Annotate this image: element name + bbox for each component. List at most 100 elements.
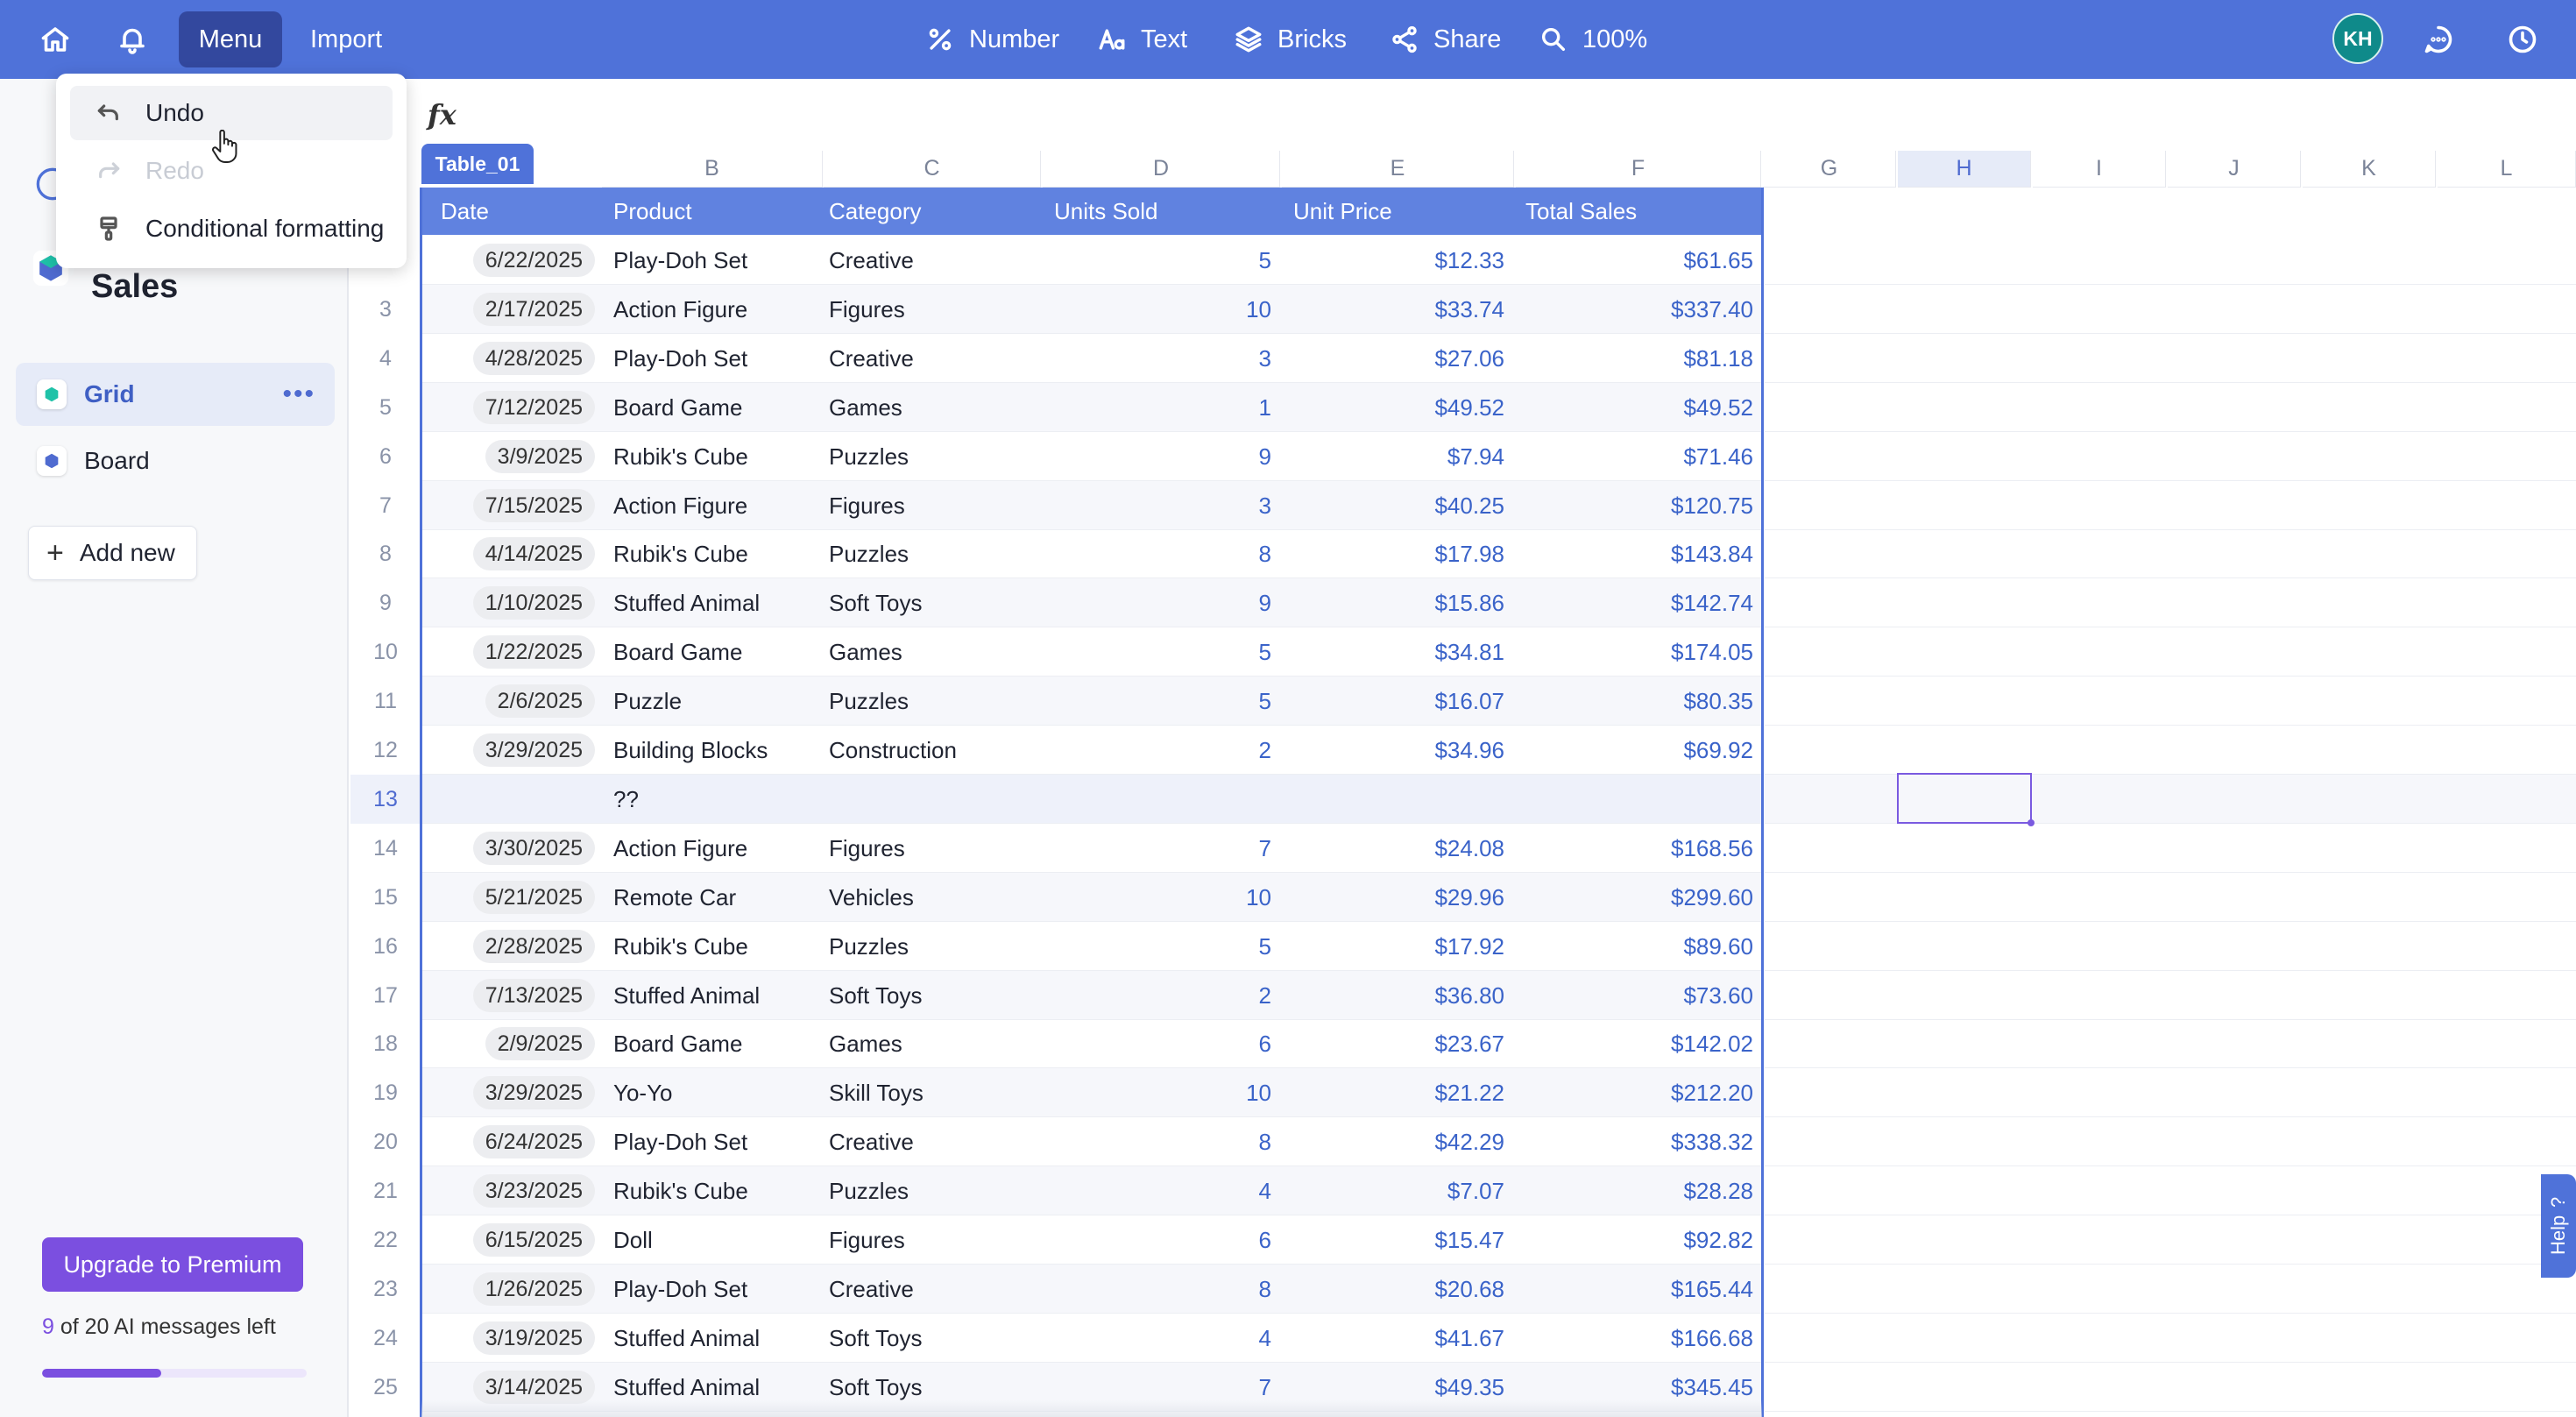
table-row[interactable]	[421, 285, 1762, 334]
unit-price-cell[interactable]: $21.22	[1434, 1079, 1504, 1106]
units-sold-cell[interactable]: 8	[1258, 540, 1271, 567]
sidebar-item-board[interactable]: Board	[16, 429, 335, 492]
table-row[interactable]	[421, 627, 1762, 677]
total-sales-cell[interactable]: $166.68	[1671, 1324, 1753, 1351]
date-cell[interactable]: 2/17/2025	[427, 285, 595, 334]
category-cell[interactable]: Puzzles	[829, 687, 909, 714]
total-sales-cell[interactable]: $81.18	[1683, 344, 1753, 372]
total-sales-cell[interactable]: $168.56	[1671, 834, 1753, 861]
column-header-i[interactable]: I	[2033, 151, 2166, 188]
empty-row-area[interactable]	[1765, 1363, 2576, 1412]
units-sold-cell[interactable]: 10	[1246, 883, 1271, 910]
column-header-c[interactable]: C	[824, 151, 1041, 188]
units-sold-cell[interactable]: 2	[1258, 736, 1271, 763]
date-cell[interactable]: 6/24/2025	[427, 1117, 595, 1166]
column-title-date[interactable]: Date	[441, 197, 489, 224]
row-number[interactable]: 10	[373, 639, 398, 664]
product-cell[interactable]: Stuffed Animal	[613, 1373, 761, 1400]
empty-row-area[interactable]	[1765, 432, 2576, 481]
total-sales-cell[interactable]: $345.45	[1671, 1373, 1753, 1400]
product-cell[interactable]: Stuffed Animal	[613, 981, 761, 1009]
product-cell[interactable]: Rubik's Cube	[613, 1177, 748, 1204]
column-header-j[interactable]: J	[2168, 151, 2301, 188]
product-cell[interactable]: Play-Doh Set	[613, 1275, 748, 1302]
category-cell[interactable]: Soft Toys	[829, 981, 923, 1009]
units-sold-cell[interactable]: 9	[1258, 443, 1271, 470]
category-cell[interactable]: Soft Toys	[829, 1324, 923, 1351]
table-row[interactable]	[421, 873, 1762, 922]
undo-menu-item[interactable]: Undo	[70, 86, 393, 140]
unit-price-cell[interactable]: $24.08	[1434, 834, 1504, 861]
column-title-total-sales[interactable]: Total Sales	[1525, 197, 1638, 224]
menu-button[interactable]: Menu	[179, 11, 282, 67]
table-row[interactable]	[421, 1166, 1762, 1215]
unit-price-cell[interactable]: $34.96	[1434, 736, 1504, 763]
total-sales-cell[interactable]: $143.84	[1671, 540, 1753, 567]
total-sales-cell[interactable]: $49.52	[1683, 393, 1753, 421]
total-sales-cell[interactable]: $89.60	[1683, 932, 1753, 960]
product-cell[interactable]: Puzzle	[613, 687, 683, 714]
units-sold-cell[interactable]: 10	[1246, 295, 1271, 322]
table-row[interactable]	[421, 824, 1762, 873]
empty-row-area[interactable]	[1765, 824, 2576, 873]
product-cell[interactable]: Rubik's Cube	[613, 932, 748, 960]
date-cell[interactable]: 7/13/2025	[427, 971, 595, 1020]
table-row[interactable]	[421, 529, 1762, 578]
row-number[interactable]: 4	[379, 345, 392, 371]
empty-row-area[interactable]	[1765, 627, 2576, 677]
category-cell[interactable]: Games	[829, 1030, 902, 1057]
column-header-f[interactable]: F	[1516, 151, 1761, 188]
category-cell[interactable]: Puzzles	[829, 540, 909, 567]
column-header-k[interactable]: K	[2303, 151, 2436, 188]
units-sold-cell[interactable]: 5	[1258, 932, 1271, 960]
date-cell[interactable]: 3/23/2025	[427, 1166, 595, 1215]
column-header-b[interactable]: B	[602, 151, 823, 188]
unit-price-cell[interactable]: $20.68	[1434, 1275, 1504, 1302]
product-cell[interactable]: Yo-Yo	[613, 1079, 673, 1106]
unit-price-cell[interactable]: $33.74	[1434, 295, 1504, 322]
table-row[interactable]	[421, 775, 1762, 824]
total-sales-cell[interactable]: $92.82	[1683, 1226, 1753, 1253]
empty-row-area[interactable]	[1765, 726, 2576, 775]
product-cell[interactable]: Doll	[613, 1226, 653, 1253]
row-number[interactable]: 18	[373, 1031, 398, 1056]
row-number[interactable]: 17	[373, 982, 398, 1008]
table-row[interactable]	[421, 578, 1762, 627]
row-number[interactable]: 25	[373, 1374, 398, 1399]
table-row[interactable]	[421, 1019, 1762, 1068]
share-button[interactable]: Share	[1390, 11, 1501, 67]
empty-row-area[interactable]	[1765, 236, 2576, 285]
sidebar-item-grid[interactable]: Grid •••	[16, 363, 335, 426]
unit-price-cell[interactable]: $29.96	[1434, 883, 1504, 910]
units-sold-cell[interactable]: 1	[1258, 393, 1271, 421]
total-sales-cell[interactable]: $142.02	[1671, 1030, 1753, 1057]
category-cell[interactable]: Figures	[829, 295, 905, 322]
unit-price-cell[interactable]: $15.86	[1434, 589, 1504, 616]
category-cell[interactable]: Construction	[829, 736, 957, 763]
empty-row-area[interactable]	[1765, 578, 2576, 627]
date-cell[interactable]: 7/15/2025	[427, 481, 595, 530]
row-number[interactable]: 12	[373, 737, 398, 762]
date-cell[interactable]: 2/28/2025	[427, 922, 595, 971]
units-sold-cell[interactable]: 6	[1258, 1226, 1271, 1253]
column-header-g[interactable]: G	[1763, 151, 1896, 188]
column-header-d[interactable]: D	[1043, 151, 1280, 188]
row-number[interactable]: 3	[379, 296, 392, 322]
chat-icon[interactable]	[2418, 19, 2459, 60]
total-sales-cell[interactable]: $338.32	[1671, 1128, 1753, 1155]
table-row[interactable]	[421, 1265, 1762, 1314]
units-sold-cell[interactable]: 2	[1258, 981, 1271, 1009]
category-cell[interactable]: Puzzles	[829, 443, 909, 470]
date-cell[interactable]: 4/28/2025	[427, 334, 595, 383]
date-cell[interactable]: 3/29/2025	[427, 726, 595, 775]
empty-row-area[interactable]	[1765, 285, 2576, 334]
unit-price-cell[interactable]: $7.94	[1447, 443, 1504, 470]
empty-row-area[interactable]	[1765, 334, 2576, 383]
row-number[interactable]: 9	[379, 590, 392, 615]
date-cell[interactable]: 1/10/2025	[427, 578, 595, 627]
selected-cell[interactable]	[1897, 773, 2035, 826]
units-sold-cell[interactable]: 7	[1258, 834, 1271, 861]
help-button[interactable]: Help ?	[2541, 1174, 2576, 1278]
category-cell[interactable]: Figures	[829, 492, 905, 519]
column-title-product[interactable]: Product	[613, 197, 692, 224]
